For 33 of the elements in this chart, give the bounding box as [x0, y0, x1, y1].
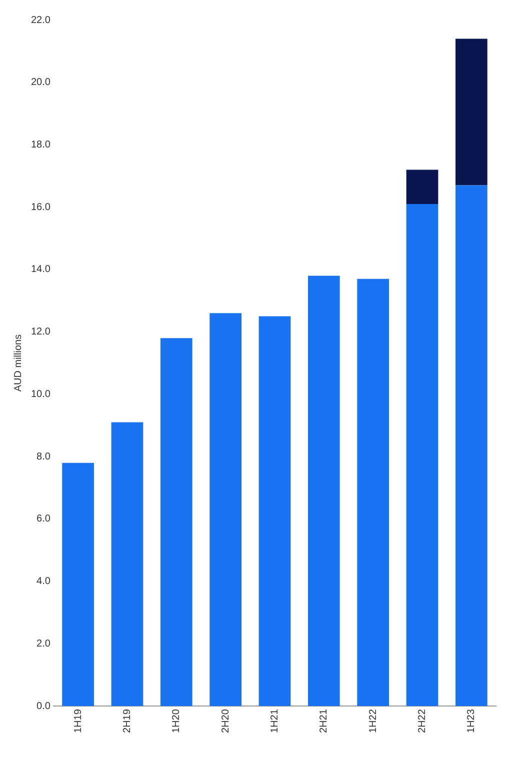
x-tick-label: 2H19	[122, 708, 133, 733]
bar	[357, 278, 390, 706]
y-tick-label: 10.0	[30, 388, 51, 400]
x-tick-label: 1H19	[72, 708, 84, 733]
x-tick-label: 2H20	[220, 708, 232, 733]
bar	[111, 422, 144, 706]
y-tick-label: 16.0	[30, 202, 51, 213]
x-tick-label: 2H21	[318, 708, 330, 733]
bar	[455, 185, 488, 706]
y-tick-label: 0.0	[36, 700, 51, 712]
bar	[210, 313, 242, 706]
bar	[308, 276, 340, 706]
y-tick-label: 20.0	[30, 77, 51, 88]
y-axis-title: AUD millions	[12, 334, 24, 392]
bar	[406, 170, 438, 204]
x-tick-label: 1H23	[466, 708, 478, 733]
x-tick-label: 1H20	[171, 708, 182, 733]
bar	[160, 338, 192, 706]
y-tick-label: 6.0	[36, 514, 51, 525]
y-tick-label: 22.0	[30, 14, 51, 26]
x-tick-label: 1H22	[368, 708, 379, 733]
y-tick-label: 14.0	[30, 264, 51, 276]
x-tick-label: 1H21	[269, 708, 280, 733]
x-tick-label: 2H22	[416, 708, 428, 733]
bar	[455, 38, 488, 186]
y-tick-label: 18.0	[30, 139, 51, 150]
bar	[258, 316, 291, 706]
y-tick-label: 8.0	[36, 451, 51, 462]
y-tick-label: 4.0	[36, 576, 51, 588]
y-tick-label: 12.0	[30, 326, 51, 338]
y-tick-label: 2.0	[36, 638, 51, 650]
bar	[62, 462, 94, 706]
bar	[406, 204, 438, 706]
